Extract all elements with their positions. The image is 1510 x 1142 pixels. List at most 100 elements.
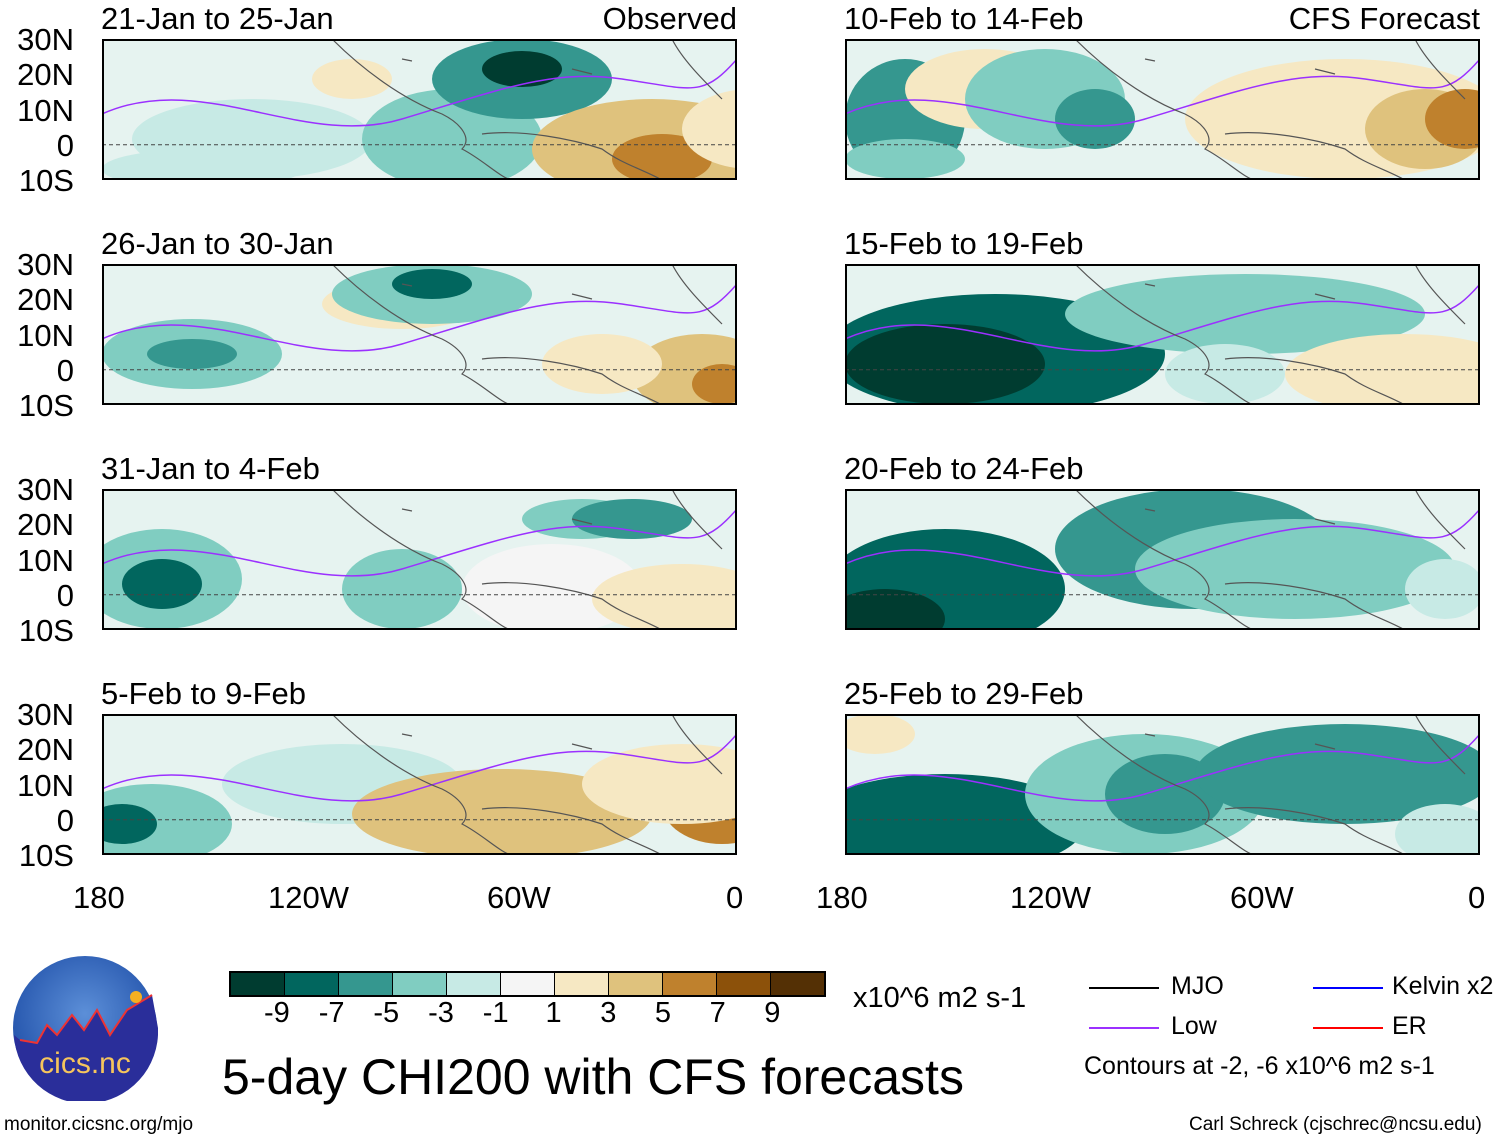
map-panel-left-1 (102, 39, 737, 180)
anomaly-shading (572, 499, 692, 539)
map-panel-right-2 (845, 264, 1480, 405)
anomaly-shading (582, 744, 737, 824)
panel-frame (102, 714, 737, 855)
lon-tick-right-60w: 60W (1230, 880, 1294, 915)
colorbar-label: -7 (318, 997, 345, 1029)
colorbar-label: -9 (264, 997, 290, 1029)
legend-label-low: Low (1171, 1012, 1217, 1040)
lat-tick: 10S (18, 388, 74, 423)
coastline (1074, 489, 1466, 630)
coastline (331, 264, 723, 405)
colorbar-label: 7 (709, 997, 726, 1029)
low-frequency-contour (102, 508, 737, 577)
coastline (331, 39, 723, 180)
lat-tick: 30N (17, 247, 74, 282)
lat-tick: 20N (17, 507, 74, 543)
coastline (1074, 39, 1466, 180)
colorbar-swatch (447, 973, 501, 995)
legend-line-er (1313, 1027, 1383, 1029)
panel-source-label: Observed (602, 1, 737, 36)
anomaly-shading (342, 549, 462, 629)
anomaly-shading (845, 714, 915, 754)
colorbar-swatch (501, 973, 555, 995)
low-frequency-contour (102, 58, 737, 127)
colorbar-units: x10^6 m2 s-1 (853, 982, 1027, 1014)
colorbar-swatch (609, 973, 663, 995)
map-panel-right-1 (845, 39, 1480, 180)
panel-title: 26-Jan to 30-Jan (101, 226, 334, 261)
colorbar-swatch (339, 973, 393, 995)
legend-line-kelvin (1313, 987, 1383, 989)
anomaly-shading (102, 804, 157, 844)
credit: Carl Schreck (cjschrec@ncsu.edu) (1189, 1114, 1482, 1135)
lon-tick-left-180: 180 (73, 880, 125, 915)
lat-tick: 20N (17, 732, 74, 768)
anomaly-shading (845, 324, 1045, 404)
anomaly-shading (312, 59, 392, 99)
lat-tick: 30N (17, 22, 74, 57)
coastline (1074, 264, 1466, 405)
anomaly-shading (392, 269, 472, 299)
lon-tick-left-120w: 120W (268, 880, 349, 915)
anomaly-shading (592, 564, 737, 630)
map-panel-left-4 (102, 714, 737, 855)
colorbar-label: -5 (373, 997, 400, 1029)
lat-tick: 0 (56, 127, 74, 163)
contour-note: Contours at -2, -6 x10^6 m2 s-1 (1084, 1052, 1435, 1080)
panel-frame (845, 714, 1480, 855)
low-frequency-contour (102, 283, 737, 352)
logo-text: cics.nc (39, 1047, 131, 1080)
colorbar-swatch (555, 973, 609, 995)
colorbar-swatch (231, 973, 285, 995)
colorbar-label: -3 (428, 997, 454, 1029)
low-frequency-contour (845, 733, 1480, 802)
anomaly-shading (147, 339, 237, 369)
colorbar (229, 971, 826, 997)
panel-frame (102, 489, 737, 630)
coastline (331, 489, 723, 630)
source-url[interactable]: monitor.cicsnc.org/mjo (4, 1114, 194, 1135)
colorbar-swatch (663, 973, 717, 995)
panel-frame (102, 39, 737, 180)
lat-tick: 10S (18, 838, 74, 873)
anomaly-shading (692, 364, 737, 404)
cics-logo: cics.nc (13, 956, 158, 1101)
panel-title: 25-Feb to 29-Feb (844, 676, 1084, 711)
lat-tick: 10N (17, 92, 74, 128)
map-panel-right-3 (845, 489, 1480, 630)
anomaly-shading (845, 139, 965, 179)
panel-title: 5-Feb to 9-Feb (101, 676, 307, 711)
panel-frame (845, 39, 1480, 180)
lat-tick: 30N (17, 697, 74, 732)
low-frequency-contour (102, 733, 737, 802)
lon-tick-left-0: 0 (726, 880, 744, 915)
map-panel-left-2 (102, 264, 737, 405)
lat-tick: 10S (18, 163, 74, 198)
colorbar-label: 5 (654, 997, 672, 1029)
colorbar-label: 9 (764, 997, 781, 1029)
legend-line-mjo (1089, 987, 1159, 989)
anomaly-shading (845, 589, 945, 630)
coastline (331, 714, 723, 855)
coastline (1074, 714, 1466, 855)
legend-label-kelvin: Kelvin x2 (1392, 972, 1494, 1000)
anomaly-shading (682, 89, 737, 169)
anomaly-shading (1395, 804, 1480, 855)
anomaly-shading (482, 51, 562, 87)
colorbar-label: 1 (545, 997, 562, 1029)
lat-tick: 30N (17, 472, 74, 507)
colorbar-swatch (285, 973, 339, 995)
panel-title: 20-Feb to 24-Feb (844, 451, 1084, 486)
anomaly-shading (1055, 89, 1135, 149)
lon-tick-right-180: 180 (816, 880, 868, 915)
panel-frame (845, 264, 1480, 405)
panel-frame (102, 264, 737, 405)
lat-tick: 0 (56, 577, 74, 613)
map-panel-left-3 (102, 489, 737, 630)
lat-tick: 10N (17, 317, 74, 353)
low-frequency-contour (845, 508, 1480, 577)
colorbar-label: 3 (600, 997, 617, 1029)
anomaly-shading (102, 149, 302, 180)
lat-tick: 10N (17, 542, 74, 578)
anomaly-shading (542, 334, 662, 394)
